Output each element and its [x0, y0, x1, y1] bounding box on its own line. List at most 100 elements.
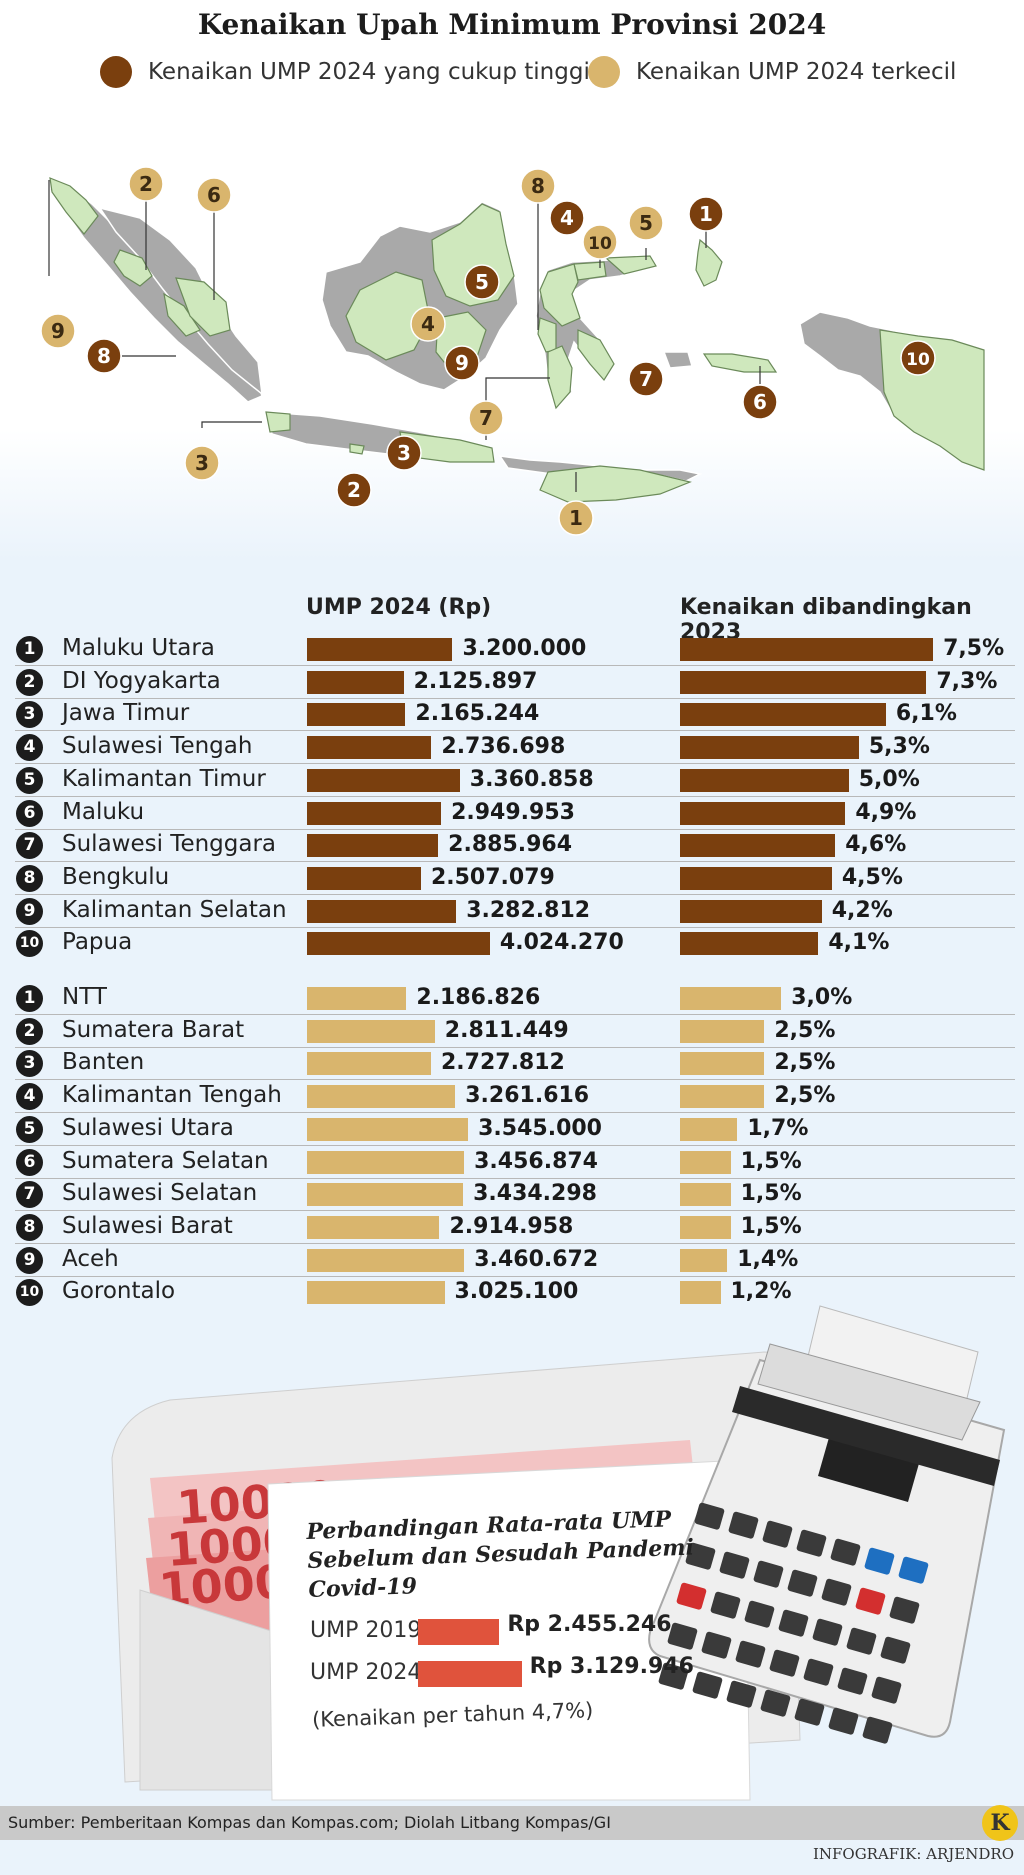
ump-value: 2.885.964: [448, 832, 573, 858]
map-marker-number: 1: [569, 506, 583, 530]
rank-badge: 5: [16, 766, 43, 794]
rank-badge: 7: [16, 1181, 43, 1209]
map-marker-circle: [464, 264, 500, 300]
map-marker-circle: [386, 435, 422, 471]
map-marker-number: 8: [97, 344, 111, 368]
province-name: Gorontalo: [62, 1278, 176, 1305]
ump-value: 2.736.698: [441, 734, 566, 760]
increase-value: 1,7%: [747, 1115, 809, 1141]
ump-value: 2.811.449: [444, 1017, 569, 1043]
rank-badge: 6: [16, 1148, 43, 1176]
map-marker-number: 9: [51, 319, 65, 343]
province-name: Sulawesi Tengah: [62, 733, 253, 760]
increase-value: 1,4%: [737, 1246, 799, 1272]
increase-value: 1,5%: [740, 1148, 802, 1174]
map-marker-number: 2: [139, 172, 153, 196]
table-row: 2 Sumatera Barat 2.811.449 2,5%: [0, 1016, 1024, 1046]
map-marker-circle: [336, 472, 372, 508]
island-buru: [662, 351, 693, 369]
envelope-calculator-illustration: 10000 10000 10000: [111, 1305, 1006, 1801]
rank-badge: 3: [16, 701, 43, 729]
calculator-key: [787, 1569, 818, 1597]
ump-bar: [307, 703, 406, 727]
map-marker-number: 9: [455, 351, 469, 375]
map-marker-low-3: 3: [184, 445, 220, 481]
calculator-key: [880, 1636, 911, 1664]
ump-bar: [307, 1150, 465, 1174]
increase-value: 2,5%: [774, 1050, 836, 1076]
increase-bar: [680, 703, 886, 727]
map-marker-high-6: 6: [742, 384, 778, 420]
increase-value: 4,5%: [841, 864, 903, 890]
region-sulawesi-selatan: [547, 345, 573, 410]
ump-bar: [307, 768, 460, 792]
calculator-key: [694, 1502, 725, 1530]
map-marker-number: 1: [699, 202, 713, 226]
map-marker-high-2: 2: [336, 472, 372, 508]
table-row: 10 Papua 4.024.270 4,1%: [0, 928, 1024, 958]
increase-value: 1,5%: [740, 1213, 802, 1239]
increase-value: 1,5%: [740, 1181, 802, 1207]
province-name: Kalimantan Tengah: [62, 1082, 282, 1109]
table-row: 8 Bengkulu 2.507.079 4,5%: [0, 863, 1024, 893]
increase-bar: [680, 1085, 765, 1109]
map-marker-circle: [688, 196, 724, 232]
rank-badge: 10: [16, 1279, 43, 1307]
province-name: Papua: [62, 929, 133, 956]
calculator-illustration: [648, 1305, 1006, 1744]
map-marker-high-8: 8: [86, 338, 122, 374]
province-name: Bengkulu: [62, 863, 170, 890]
calculator-key: [864, 1547, 895, 1575]
table-row: 4 Kalimantan Tengah 3.261.616 2,5%: [0, 1081, 1024, 1111]
row-divider: [15, 1046, 1015, 1048]
calculator-key: [769, 1649, 800, 1677]
calculator-slot: [732, 1386, 1000, 1486]
footer-bar: Sumber: Pemberitaan Kompas dan Kompas.co…: [0, 1806, 1024, 1840]
map-marker-number: 8: [531, 174, 545, 198]
region-bengkulu: [163, 292, 201, 337]
rank-badge: 8: [16, 1213, 43, 1241]
calculator-key: [855, 1587, 886, 1615]
increase-value: 4,2%: [831, 897, 893, 923]
ump-value: 3.282.812: [466, 897, 591, 923]
legend-swatch-high: [100, 56, 132, 88]
increase-bar: [680, 899, 822, 923]
increase-bar: [680, 866, 832, 890]
province-name: Sumatera Barat: [62, 1016, 245, 1043]
row-divider: [15, 861, 1015, 863]
table-row: 9 Kalimantan Selatan 3.282.812 4,2%: [0, 896, 1024, 926]
province-name: Kalimantan Timur: [62, 765, 266, 792]
table-row: 1 Maluku Utara 3.200.000 7,5%: [0, 634, 1024, 664]
increase-value: 7,3%: [936, 668, 998, 694]
rank-badge: 8: [16, 864, 43, 892]
comparison-label: UMP 2024: [310, 1660, 422, 1685]
table-row: 6 Sumatera Selatan 3.456.874 1,5%: [0, 1147, 1024, 1177]
legend-item-low: Kenaikan UMP 2024 terkecil: [588, 56, 956, 88]
ump-value: 4.024.270: [499, 930, 624, 956]
calculator-key: [728, 1511, 759, 1539]
map-marker-number: 5: [475, 270, 489, 294]
calculator-key: [710, 1591, 741, 1619]
map-marker-circle: [900, 340, 936, 376]
map-marker-low-9: 9: [40, 313, 76, 349]
calculator-printer: [757, 1343, 981, 1441]
map-marker-circle: [128, 166, 164, 202]
ump-value: 3.545.000: [478, 1115, 602, 1141]
increase-bar: [680, 801, 846, 825]
province-name: Banten: [62, 1049, 145, 1076]
ump-bar: [307, 1085, 456, 1109]
ump-bar: [307, 1117, 469, 1141]
rank-badge: 1: [16, 985, 43, 1012]
table-row: 9 Aceh 3.460.672 1,4%: [0, 1245, 1024, 1275]
increase-value: 6,1%: [895, 701, 957, 727]
map-marker-number: 6: [207, 183, 221, 207]
region-ntt: [539, 465, 692, 503]
calculator-key: [812, 1618, 843, 1646]
ump-bar: [307, 670, 404, 694]
map-marker-number: 6: [753, 390, 767, 414]
map-marker-low-2: 2: [128, 166, 164, 202]
increase-bar: [680, 638, 934, 661]
calculator-key: [735, 1640, 766, 1668]
increase-bar: [680, 1215, 731, 1239]
calculator-key: [685, 1542, 716, 1570]
